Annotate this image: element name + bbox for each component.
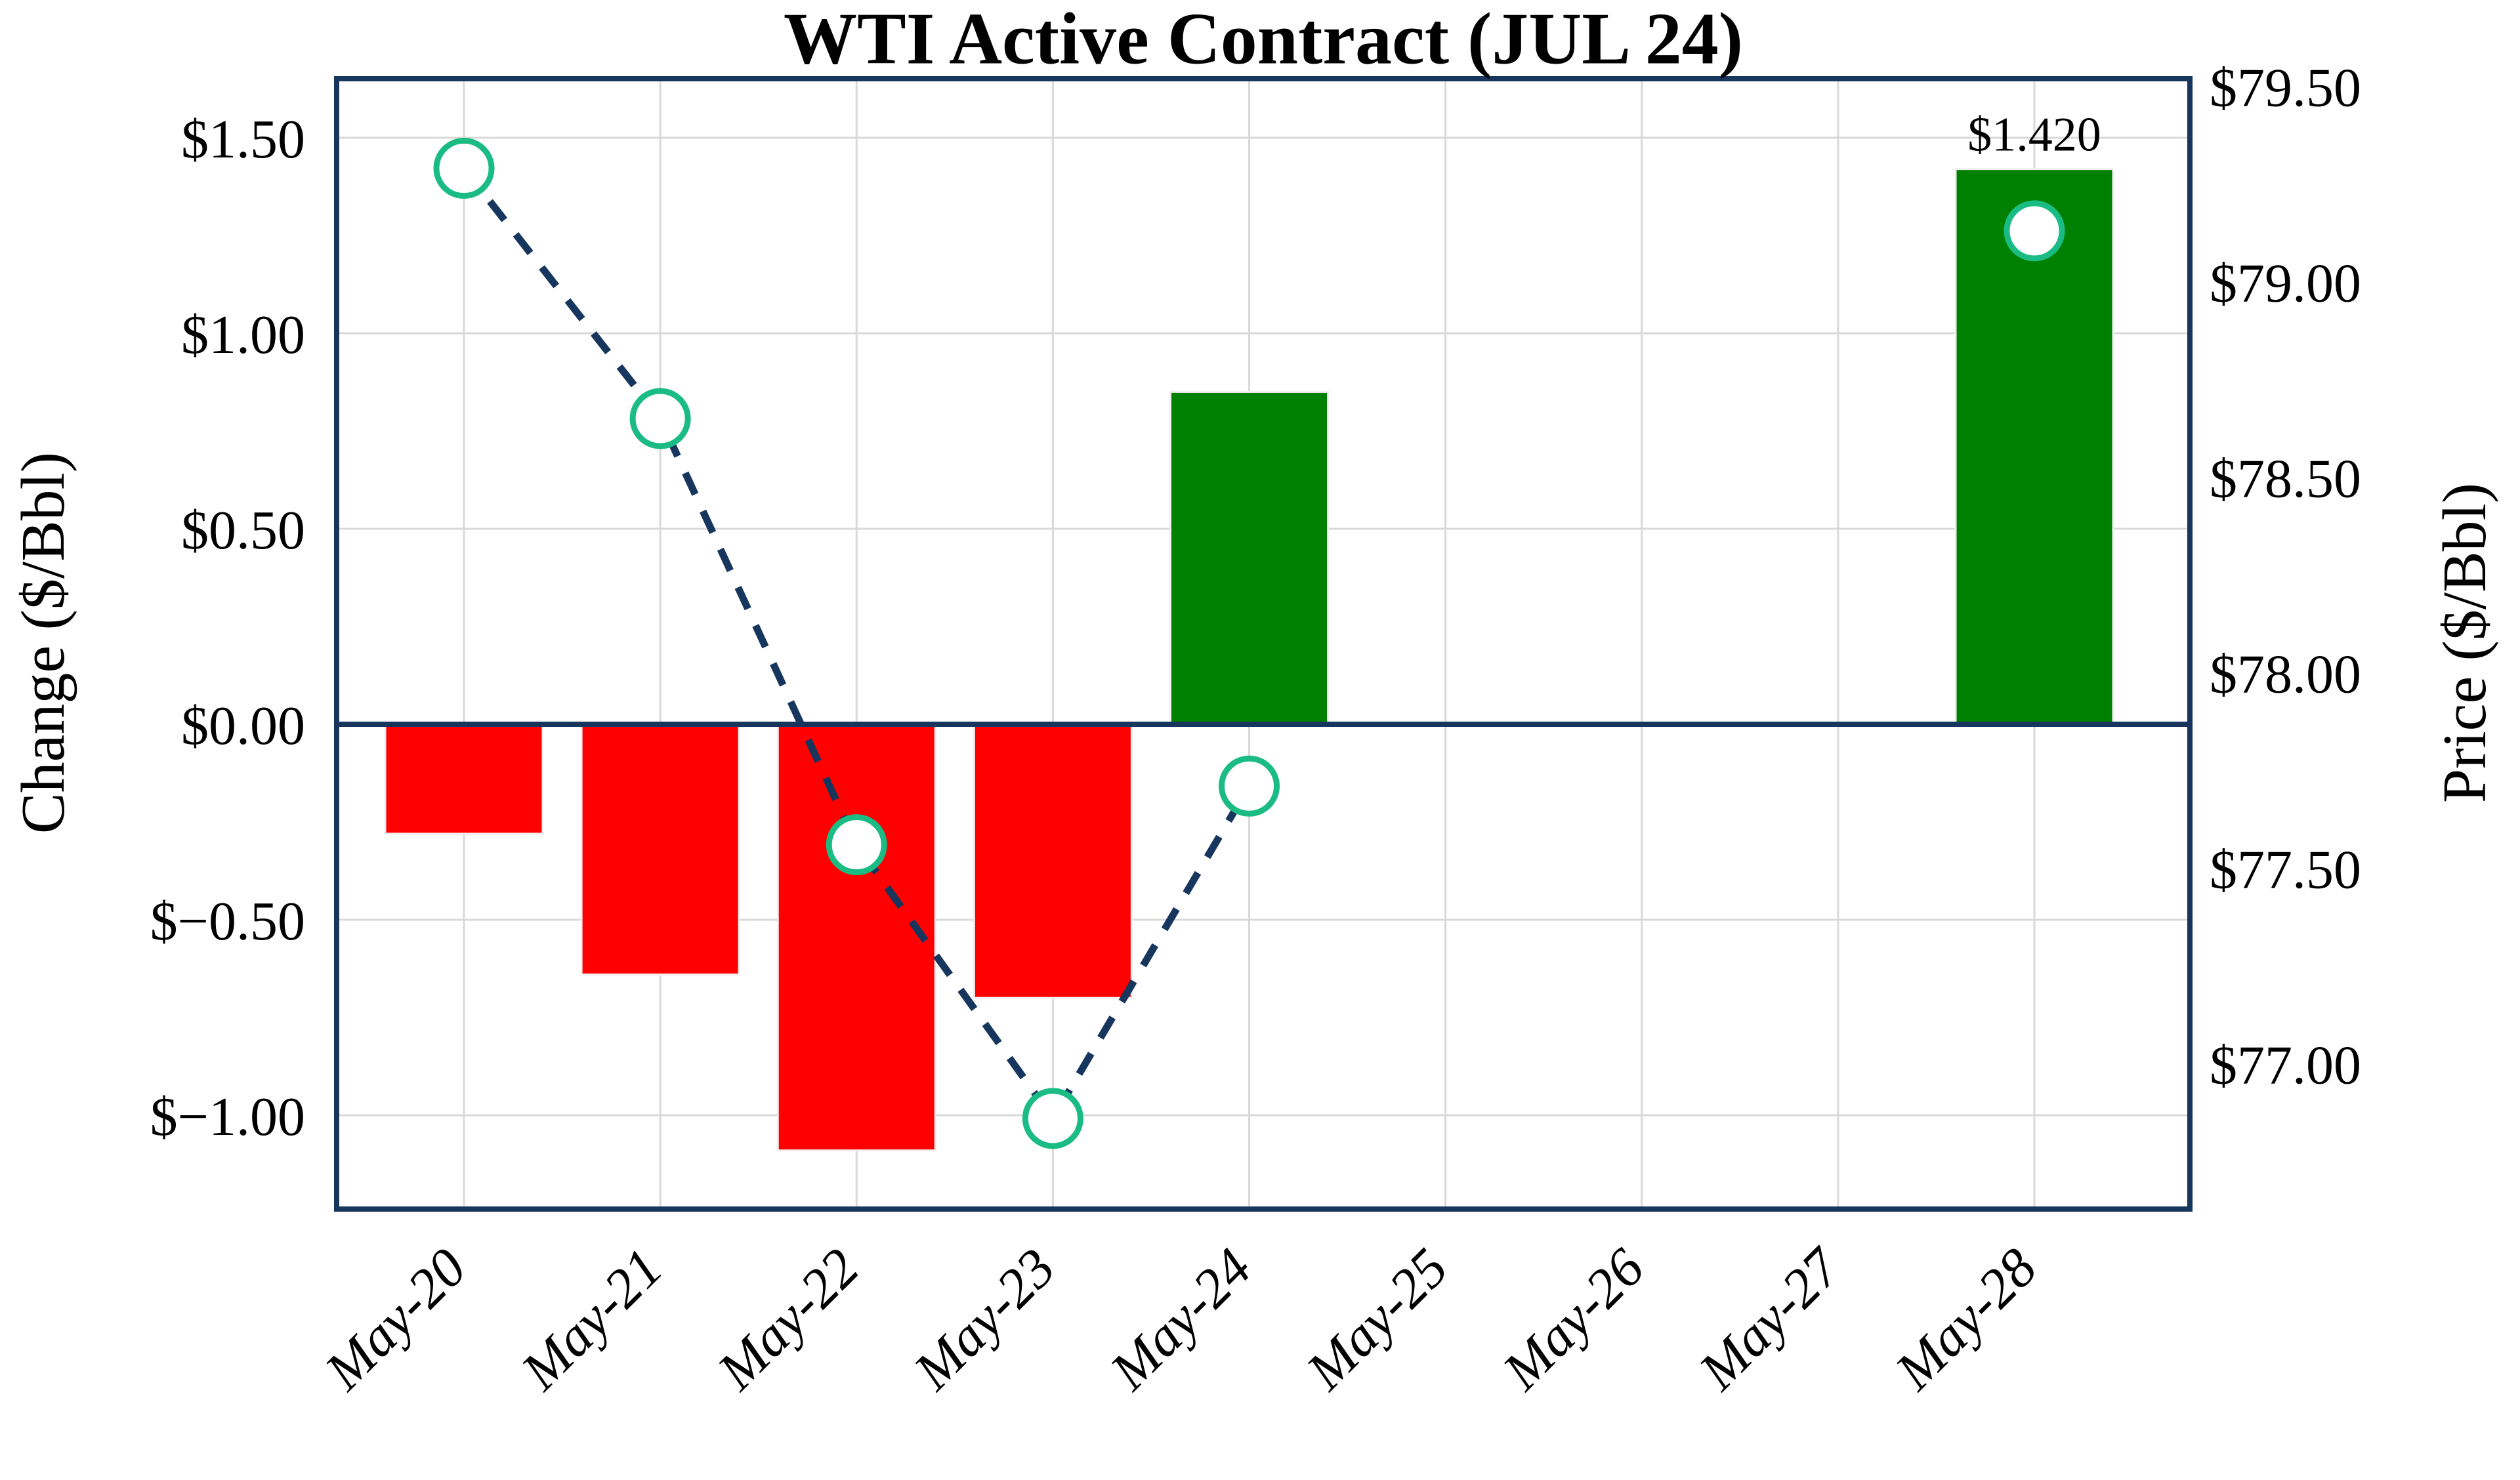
x-tick-label-May-23: May-23 — [902, 1237, 1067, 1402]
dashed-price-line — [461, 166, 1253, 1125]
left-tick-label: $−0.50 — [150, 891, 305, 952]
x-tick-label-May-20: May-20 — [313, 1237, 478, 1402]
bar-May-23 — [973, 723, 1133, 999]
right-tick-label: $78.50 — [2210, 448, 2361, 509]
right-axis-title: Price ($/Bbl) — [2431, 482, 2499, 804]
x-tick-label-May-25: May-25 — [1295, 1237, 1460, 1402]
left-tick-label: $1.50 — [181, 109, 305, 170]
right-tick-label: $79.00 — [2210, 253, 2361, 314]
right-tick-label: $77.00 — [2210, 1035, 2361, 1096]
bar-May-22 — [776, 723, 936, 1152]
x-tick-label-May-24: May-24 — [1099, 1237, 1263, 1402]
price-marker-May-24 — [1219, 755, 1280, 817]
price-marker-May-22 — [826, 814, 887, 876]
left-tick-label: $1.00 — [181, 304, 305, 365]
bar-May-28 — [1954, 168, 2114, 726]
chart-title: WTI Active Contract (JUL 24) — [783, 0, 1744, 80]
axes-frame — [334, 76, 2193, 1212]
bar-May-20 — [384, 723, 544, 835]
right-tick-label: $78.00 — [2210, 644, 2361, 705]
bar-value-label: $1.420 — [1967, 108, 2101, 162]
price-marker-May-28 — [2004, 200, 2065, 262]
bar-May-21 — [580, 723, 740, 976]
left-tick-label: $−1.00 — [150, 1086, 305, 1147]
right-tick-label: $77.50 — [2210, 839, 2361, 900]
price-marker-May-23 — [1022, 1088, 1083, 1149]
left-tick-label: $0.00 — [181, 695, 305, 756]
left-tick-label: $0.50 — [181, 500, 305, 561]
price-marker-May-21 — [629, 388, 691, 449]
left-axis-title: Change ($/Bbl) — [9, 451, 77, 834]
right-tick-label: $79.50 — [2210, 57, 2361, 118]
bar-May-24 — [1169, 390, 1329, 726]
price-marker-May-20 — [433, 138, 495, 199]
x-tick-label-May-22: May-22 — [705, 1237, 870, 1402]
x-tick-label-May-27: May-27 — [1687, 1236, 1853, 1402]
x-tick-label-May-28: May-28 — [1883, 1237, 2048, 1402]
x-tick-label-May-26: May-26 — [1491, 1237, 1656, 1402]
x-tick-label-May-21: May-21 — [509, 1237, 674, 1402]
